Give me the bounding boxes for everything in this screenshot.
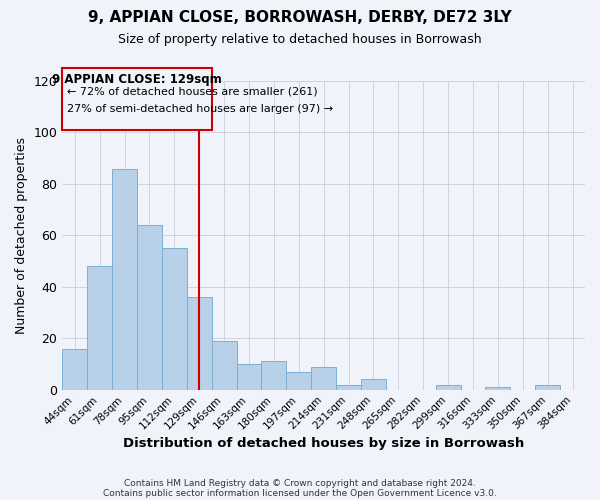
Bar <box>236 364 262 390</box>
Bar <box>262 362 286 390</box>
Bar <box>535 384 560 390</box>
Bar <box>162 248 187 390</box>
Bar <box>336 384 361 390</box>
Text: 9 APPIAN CLOSE: 129sqm: 9 APPIAN CLOSE: 129sqm <box>52 74 222 86</box>
Text: 27% of semi-detached houses are larger (97) →: 27% of semi-detached houses are larger (… <box>67 104 334 114</box>
Bar <box>187 297 212 390</box>
Bar <box>62 68 212 130</box>
Text: 9, APPIAN CLOSE, BORROWASH, DERBY, DE72 3LY: 9, APPIAN CLOSE, BORROWASH, DERBY, DE72 … <box>88 10 512 25</box>
Bar <box>361 380 386 390</box>
Bar <box>62 348 87 390</box>
Text: Size of property relative to detached houses in Borrowash: Size of property relative to detached ho… <box>118 32 482 46</box>
Bar <box>137 225 162 390</box>
Bar <box>485 387 511 390</box>
X-axis label: Distribution of detached houses by size in Borrowash: Distribution of detached houses by size … <box>123 437 524 450</box>
Text: ← 72% of detached houses are smaller (261): ← 72% of detached houses are smaller (26… <box>67 86 318 96</box>
Text: Contains HM Land Registry data © Crown copyright and database right 2024.: Contains HM Land Registry data © Crown c… <box>124 478 476 488</box>
Bar <box>436 384 461 390</box>
Bar <box>286 372 311 390</box>
Text: Contains public sector information licensed under the Open Government Licence v3: Contains public sector information licen… <box>103 488 497 498</box>
Bar <box>87 266 112 390</box>
Bar <box>311 366 336 390</box>
Y-axis label: Number of detached properties: Number of detached properties <box>15 137 28 334</box>
Bar <box>112 168 137 390</box>
Bar <box>212 341 236 390</box>
